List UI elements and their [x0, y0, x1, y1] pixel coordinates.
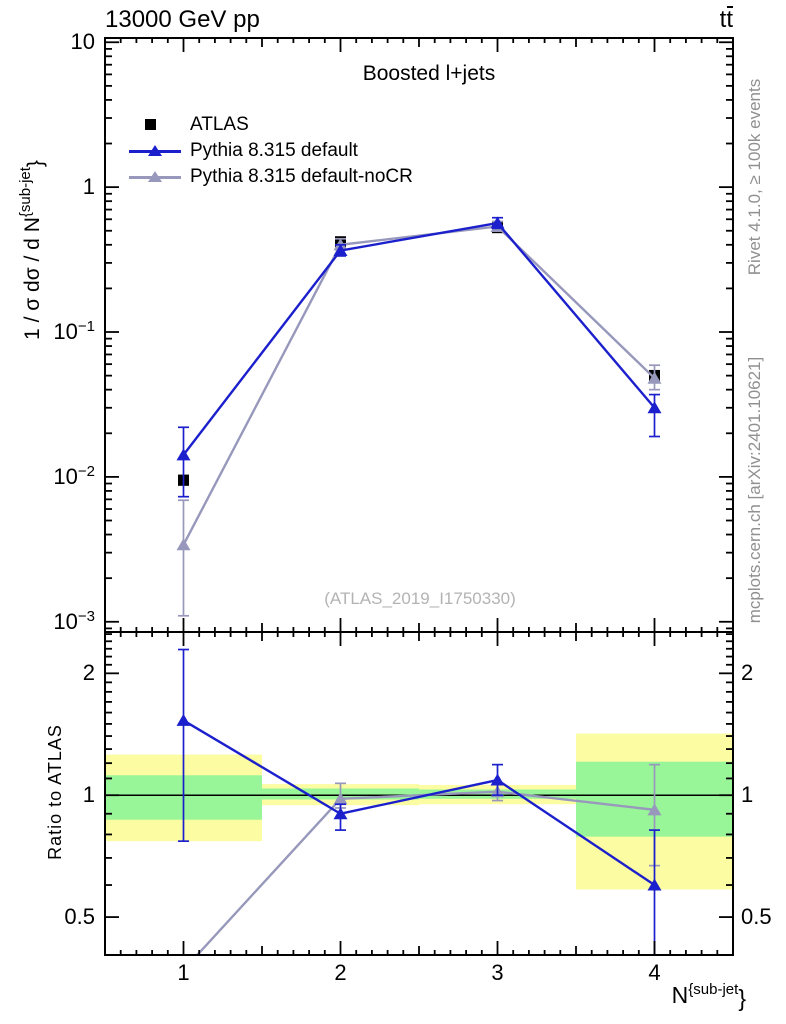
data-point-triangle [176, 448, 191, 461]
tick-label: 10 [70, 29, 95, 55]
data-point-triangle [333, 807, 348, 820]
tick-label: 2 [334, 960, 347, 985]
x-axis-label-sup: {sub-jet [688, 981, 739, 998]
series-atlas [178, 222, 660, 486]
plot-title: Boosted l+jets [362, 62, 496, 85]
tick-label: 10−1 [53, 318, 95, 345]
legend-item-pythia-default: Pythia 8.315 default [128, 138, 413, 164]
x-ticks [119, 38, 719, 632]
mcplots-arxiv-note: mcplots.cern.ch [arXiv:2401.10621] [745, 356, 764, 624]
ratio-y-ticks [105, 633, 733, 918]
process-t: t [719, 6, 727, 33]
tick-label: 1 [741, 782, 754, 808]
analysis-id-watermark: (ATLAS_2019_I1750330) [324, 589, 516, 608]
uncertainty-bands [105, 733, 733, 890]
data-point-triangle [176, 538, 191, 551]
x-axis-label-brace: } [738, 985, 746, 1011]
x-ticks [119, 632, 719, 955]
rivet-version-note: Rivet 4.1.0, ≥ 100k events [745, 78, 764, 276]
legend-label: Pythia 8.315 default [190, 140, 358, 161]
series-ratio-pythia-default [176, 648, 662, 956]
tick-label: 10−3 [53, 607, 95, 634]
data-point-triangle [490, 216, 505, 229]
data-point-triangle [490, 773, 505, 786]
series-pythia-default [176, 216, 662, 498]
tick-label: 0.5 [64, 904, 95, 930]
data-point-triangle [647, 371, 662, 384]
data-point-triangle [647, 803, 662, 816]
top-y-ticks [105, 41, 733, 630]
data-point-triangle [333, 244, 348, 257]
tick-label: 1 [82, 174, 95, 200]
data-point-triangle [176, 713, 191, 726]
square-marker-icon [128, 112, 184, 138]
tick-label: 2 [741, 660, 754, 686]
tick-label: 0.5 [741, 904, 772, 930]
top-y-axis-label: 1 / σ dσ / d N{sub-jet} [17, 0, 47, 500]
legend: ATLAS Pythia 8.315 default Pythia 8.315 … [128, 112, 413, 190]
legend-label: Pythia 8.315 default-noCR [190, 166, 413, 187]
legend-item-atlas: ATLAS [128, 112, 413, 138]
tick-label: 1 [82, 782, 95, 808]
tick-label: 3 [491, 960, 504, 985]
legend-label: ATLAS [190, 114, 249, 135]
tick-label: 4 [648, 960, 661, 985]
x-axis-label: N{sub-jet} [671, 981, 746, 1011]
y-axis-label-brace: } [24, 160, 47, 168]
triangle-line-marker-icon [128, 138, 184, 164]
tick-label: 10−2 [53, 462, 95, 489]
process-label: tt [720, 6, 733, 34]
process-tbar: t [726, 6, 733, 33]
collision-energy-label: 13000 GeV pp [105, 6, 260, 33]
data-point-triangle [647, 878, 662, 891]
tick-label: 2 [82, 660, 95, 686]
x-axis-label-text: N [671, 982, 689, 1008]
triangle-line-marker-icon [128, 164, 184, 190]
tick-label: 1 [177, 960, 190, 985]
data-point-triangle [647, 401, 662, 414]
data-point-triangle [333, 792, 348, 805]
legend-item-pythia-default-nocr: Pythia 8.315 default-noCR [128, 164, 413, 190]
series-pythia-default-nocr [176, 219, 662, 617]
